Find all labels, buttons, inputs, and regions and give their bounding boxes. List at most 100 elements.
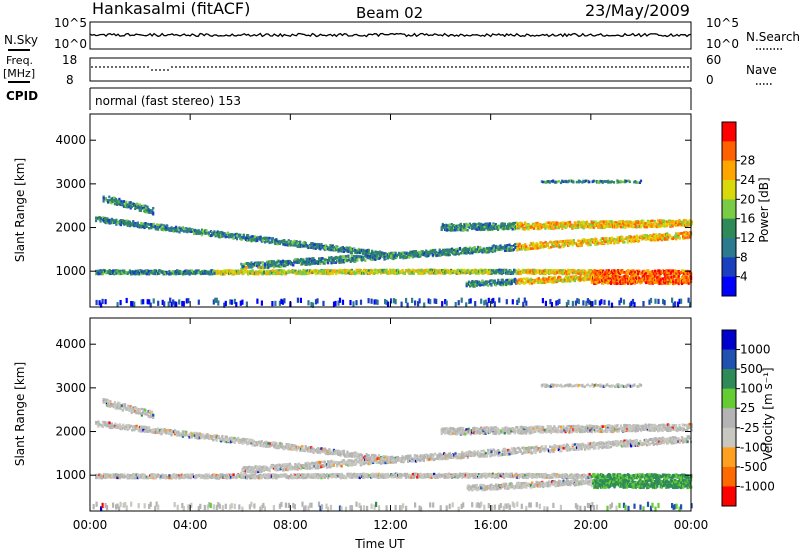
power-cell [644,272,648,275]
power-cell [620,271,623,274]
power-cell [247,237,250,241]
power-cell [272,261,276,265]
power-cell [185,227,188,230]
power-cell [324,244,328,247]
power-cell [478,270,481,273]
power-cell [524,228,527,231]
power-cell [213,230,216,233]
freq-dot [475,66,477,68]
power-cell [449,249,452,252]
power-cell [511,227,514,231]
power-cell [271,269,275,272]
power-cell [515,270,518,274]
nsearch-bottom-tick: 10^0 [706,37,739,51]
power-cell [189,269,192,273]
freq-dot [255,66,257,68]
power-cell [460,251,463,255]
power-cell [113,220,116,224]
power-cell [179,228,182,231]
power-cell [392,251,395,255]
power-cell [105,270,108,273]
power-cell [557,271,560,274]
power-cell [180,229,183,232]
power-cell [649,271,652,274]
power-cell [549,280,552,283]
power-cell [185,272,188,275]
power-cell [677,270,680,273]
power-cell [235,237,239,241]
power-cell [365,255,368,258]
power-cell [259,261,262,264]
power-cell [625,179,628,183]
power-cell [263,263,267,267]
power-cell [684,236,687,239]
power-cell [332,260,335,264]
power-cell [379,268,382,272]
freq-panel: Freq. [MHz] 18 8 60 0 Nave [3,53,777,87]
power-cell [464,228,467,232]
power-cell [294,261,297,264]
freq-dot [575,66,577,68]
power-cell [282,272,285,275]
freq-dot [187,66,189,68]
freq-dot [559,66,561,68]
freq-dot [219,66,221,68]
power-cell [645,225,648,229]
power-cell [571,243,574,247]
power-cell [527,268,530,272]
freq-dot [199,66,201,68]
power-cell [114,220,117,224]
power-cell [397,268,400,272]
power-cell [347,255,350,258]
power-cell [231,270,234,274]
freq-dot [463,66,465,68]
power-cell [294,259,297,262]
power-cell [256,239,259,242]
power-cell [276,239,279,243]
power-cell [474,268,477,272]
power-cell [650,270,653,274]
power-cell [420,269,423,273]
power-cell [96,269,99,273]
freq-dot [95,66,97,68]
power-cell [490,269,493,272]
power-cell [134,271,137,275]
power-cell [268,241,271,245]
power-cell [323,246,326,250]
power-cell [243,267,246,271]
power-cell [453,251,456,254]
power-cell [561,270,564,274]
freq-dot [311,66,313,68]
power-cell [359,272,362,275]
power-cell [301,270,304,274]
power-cell [138,203,141,207]
freq-frame [89,57,692,82]
power-cell [318,247,321,250]
power-cell [653,269,657,273]
power-cell [336,259,339,263]
power-cell [445,248,448,252]
power-cell [311,259,314,263]
power-cell [136,223,139,226]
power-cell [150,225,153,228]
power-cell [374,254,377,258]
power-cell [327,271,330,274]
power-cell [109,220,112,223]
power-cell [497,278,500,282]
power-cell [510,271,513,274]
power-cell [108,218,111,222]
power-cell [584,269,587,273]
power-cell [306,262,309,266]
power-cell [239,233,242,237]
freq-dot [683,66,685,68]
freq-dot [675,66,677,68]
power-cell [550,271,553,275]
power-cell [371,269,374,273]
power-cell [234,232,237,236]
power-cell [175,225,178,229]
power-cell [104,217,107,221]
power-cell [487,284,490,287]
power-cell [277,264,280,267]
power-cell [213,271,216,275]
